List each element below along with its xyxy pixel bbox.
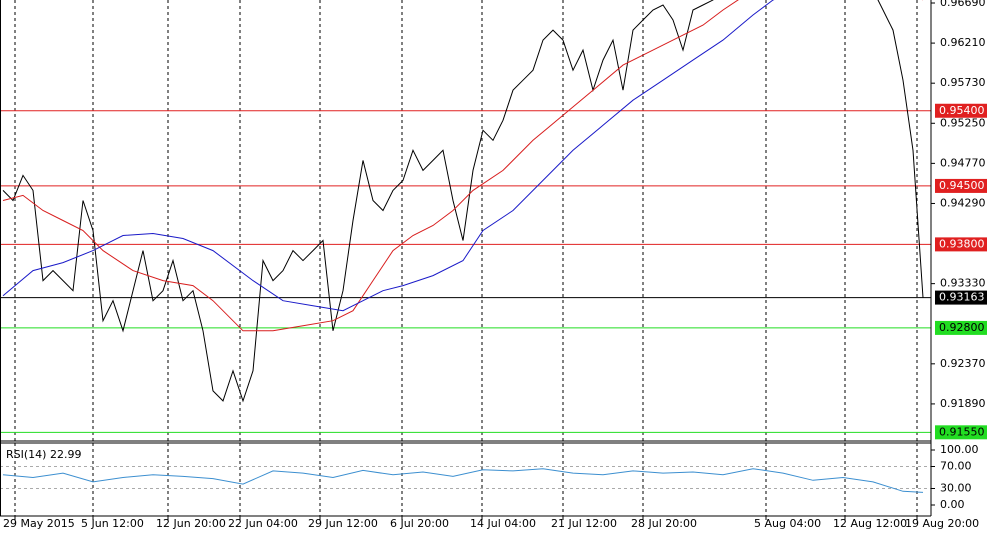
x-tick-label: 5 Aug 04:00 bbox=[754, 517, 821, 530]
level-label-box bbox=[935, 425, 987, 440]
x-tick-label: 29 May 2015 bbox=[3, 517, 75, 530]
x-tick-label: 12 Jun 20:00 bbox=[156, 517, 226, 530]
level-label-box bbox=[935, 290, 987, 305]
series-line bbox=[2, 468, 924, 493]
level-label-box bbox=[935, 178, 987, 193]
series-line bbox=[2, 0, 923, 332]
x-tick-label: 19 Aug 20:00 bbox=[905, 517, 979, 530]
y-tick-label: 0.00 bbox=[940, 498, 965, 511]
x-tick-label: 22 Jun 04:00 bbox=[228, 517, 298, 530]
y-tick-label: 0.92370 bbox=[940, 357, 986, 370]
labels: 29 May 2015 5 Jun 12:00 12 Jun 20:00 22 Jun… bbox=[3, 0, 987, 530]
y-tick-label: 0.96210 bbox=[940, 36, 986, 49]
rsi-title: RSI(14) 22.99 bbox=[6, 448, 81, 461]
y-tick-label: 0.95730 bbox=[940, 76, 986, 89]
y-tick-label: 0.95250 bbox=[940, 116, 986, 129]
level-label: 0.91550 bbox=[939, 425, 985, 438]
series-line bbox=[2, 0, 924, 403]
main-plot bbox=[0, 0, 931, 441]
level-label: 0.92800 bbox=[939, 321, 985, 334]
x-tick-label: 12 Aug 12:00 bbox=[833, 517, 907, 530]
y-tick-label: 100.00 bbox=[940, 443, 979, 456]
level-label-box bbox=[935, 103, 987, 118]
x-tick-label: 21 Jul 12:00 bbox=[551, 517, 617, 530]
level-label: 0.95400 bbox=[939, 104, 985, 117]
y-tick-label: 0.94290 bbox=[940, 196, 986, 209]
y-tick-label: 30.00 bbox=[940, 482, 972, 495]
y-tick-label: 0.94770 bbox=[940, 156, 986, 169]
series-line bbox=[2, 0, 775, 312]
x-tick-label: 6 Jul 20:00 bbox=[390, 517, 449, 530]
level-label-box bbox=[935, 237, 987, 252]
level-label: 0.93800 bbox=[939, 237, 985, 250]
y-tick-label: 70.00 bbox=[940, 460, 972, 473]
y-tick-label: 0.91890 bbox=[940, 397, 986, 410]
y-tick-label: 0.96690 bbox=[940, 0, 986, 9]
x-tick-label: 29 Jun 12:00 bbox=[308, 517, 378, 530]
x-tick-label: 5 Jun 12:00 bbox=[81, 517, 144, 530]
level-label: 0.93163 bbox=[939, 291, 985, 304]
level-label-box bbox=[935, 320, 987, 335]
x-tick-label: 14 Jul 04:00 bbox=[470, 517, 536, 530]
rsi-plot bbox=[0, 443, 931, 516]
level-label: 0.94500 bbox=[939, 179, 985, 192]
x-tick-label: 28 Jul 20:00 bbox=[631, 517, 697, 530]
y-tick-label: 0.93330 bbox=[940, 277, 986, 290]
